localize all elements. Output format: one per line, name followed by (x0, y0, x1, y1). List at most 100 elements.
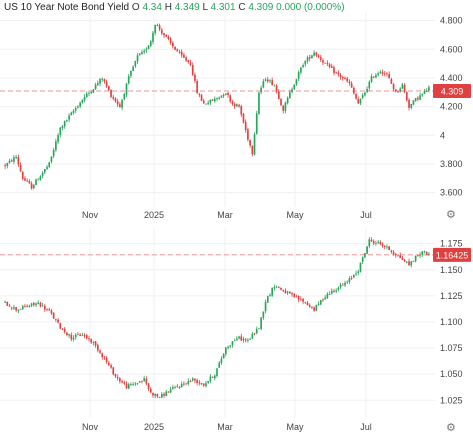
candle-body (83, 97, 86, 101)
candle-body (341, 76, 344, 79)
candle-body (337, 287, 340, 290)
candle-body (167, 391, 170, 393)
candle-body (377, 73, 379, 75)
candle-body (77, 106, 79, 108)
symbol-name: US 10 Year Note Bond Yield (4, 2, 130, 13)
candle-body (326, 62, 329, 64)
candle-body (328, 294, 331, 295)
candle-body (70, 334, 73, 340)
bottom-chart-pane[interactable]: 1.025 1.050 1.075 1.100 1.125 1.150 1.175 Nov 20… (0, 228, 471, 432)
candle-body (224, 347, 227, 354)
candle-body (169, 38, 172, 43)
candle-body (372, 76, 375, 78)
candle-body (229, 345, 232, 347)
candle-body (218, 362, 221, 368)
candle-body (222, 94, 225, 96)
candle-body (50, 310, 53, 314)
candle-body (183, 383, 185, 385)
x-tick-label: Jul (360, 210, 372, 220)
candle-body (48, 162, 51, 167)
open-label: O (131, 2, 140, 13)
candle-body (207, 380, 210, 383)
candle-body (357, 99, 360, 104)
candle-body (10, 160, 13, 162)
candle-body (253, 333, 256, 335)
candle-body (339, 284, 342, 288)
candle-body (344, 77, 346, 79)
y-tick-label: 1.100 (440, 317, 463, 327)
candle-body (348, 278, 351, 282)
candle-body (63, 121, 66, 127)
candle-body (52, 150, 55, 157)
candle-body (136, 55, 139, 62)
candle-body (386, 246, 388, 248)
candle-body (271, 287, 274, 296)
candle-body (339, 74, 342, 78)
candle-body (315, 52, 318, 56)
candle-body (24, 306, 26, 308)
candle-body (414, 255, 417, 262)
candle-body (266, 79, 269, 82)
candle-body (333, 290, 335, 292)
candle-body (330, 290, 333, 294)
candle-body (337, 72, 340, 75)
candle-body (359, 98, 362, 104)
x-tick-label: 2025 (144, 210, 164, 220)
candle-body (41, 305, 44, 307)
candle-body (364, 92, 366, 96)
candle-body (240, 336, 243, 341)
candle-body (123, 94, 126, 100)
candle-body (143, 50, 145, 53)
candle-body (377, 241, 379, 243)
last-price-badge (433, 84, 471, 99)
candle-body (260, 317, 262, 329)
candle-body (185, 383, 187, 385)
top-chart-pane[interactable]: 3.600 3.800 4 4.200 4.400 4.600 4.800 Nov 2025 Ma… (0, 12, 471, 220)
candle-body (229, 95, 232, 102)
candle-body (108, 362, 110, 366)
candle-body (370, 239, 373, 242)
candle-body (209, 376, 212, 382)
candle-body (163, 33, 165, 36)
candle-body (156, 393, 159, 397)
candle-body (96, 344, 99, 351)
candle-body (209, 99, 212, 103)
high-label: H (164, 2, 172, 13)
candle-body (355, 94, 357, 99)
candle-body (355, 273, 357, 275)
gear-icon[interactable]: ⚙ (446, 209, 456, 221)
candle-body (59, 127, 62, 135)
gear-icon[interactable]: ⚙ (446, 422, 456, 434)
candle-body (200, 94, 203, 101)
candle-body (282, 105, 285, 111)
candle-body (6, 301, 9, 306)
candle-body (165, 34, 168, 37)
candle-body (405, 92, 408, 101)
candle-body (333, 67, 335, 74)
candle-body (295, 79, 298, 85)
candle-body (388, 246, 391, 251)
candle-body (130, 71, 132, 76)
candle-body (163, 393, 165, 396)
candle-body (85, 335, 88, 339)
candle-body (341, 284, 344, 286)
candle-body (68, 334, 70, 336)
candle-body (90, 339, 93, 343)
candle-body (421, 251, 424, 256)
candle-body (149, 388, 152, 393)
candle-body (72, 110, 75, 113)
candle-body (138, 381, 141, 383)
x-tick-label: Mar (217, 210, 233, 220)
candle-body (322, 60, 324, 63)
candle-body (361, 95, 364, 99)
candle-body (55, 319, 57, 320)
last-price-label: 4.309 (441, 87, 464, 97)
candle-body (244, 122, 247, 131)
candle-body (266, 296, 269, 303)
y-tick-label: 4.400 (440, 73, 463, 83)
candle-body (43, 168, 46, 173)
candle-body (244, 339, 247, 341)
candle-body (417, 255, 419, 257)
candle-body (57, 319, 59, 323)
candle-body (227, 92, 229, 96)
